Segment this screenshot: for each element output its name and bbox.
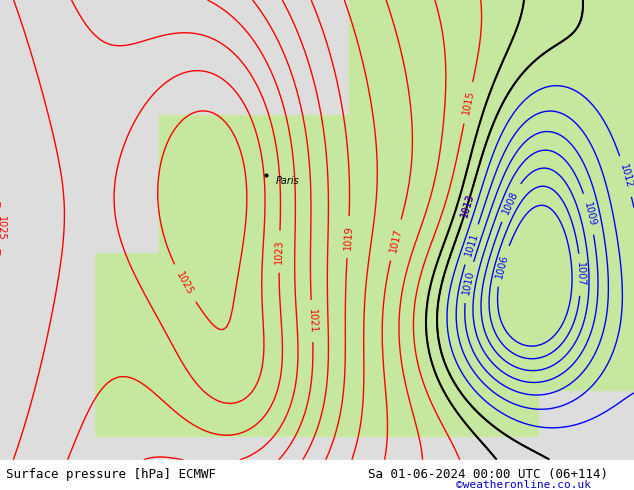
- Text: 1015: 1015: [461, 90, 476, 116]
- Text: 1009: 1009: [581, 201, 597, 227]
- Text: 1012: 1012: [618, 163, 634, 190]
- Text: 1023: 1023: [274, 239, 285, 264]
- Text: 1025: 1025: [0, 216, 6, 241]
- Text: 1017: 1017: [388, 227, 403, 253]
- Text: Surface pressure [hPa] ECMWF: Surface pressure [hPa] ECMWF: [6, 468, 216, 481]
- Bar: [0, 460, 634, 490]
- Text: 1019: 1019: [342, 224, 354, 249]
- Text: 1010: 1010: [461, 269, 476, 295]
- Text: 1008: 1008: [500, 189, 520, 216]
- Text: Paris: Paris: [276, 176, 299, 186]
- Text: Sa 01-06-2024 00:00 UTC (06+114): Sa 01-06-2024 00:00 UTC (06+114): [368, 468, 608, 481]
- Text: 1011: 1011: [463, 231, 480, 258]
- Text: 1013: 1013: [459, 192, 476, 219]
- Text: 1025: 1025: [174, 270, 195, 296]
- Text: ©weatheronline.co.uk: ©weatheronline.co.uk: [456, 480, 592, 490]
- Text: 1007: 1007: [575, 262, 586, 287]
- Text: 1006: 1006: [495, 253, 510, 279]
- Text: 1021: 1021: [307, 309, 318, 334]
- Text: 1013: 1013: [459, 192, 476, 219]
